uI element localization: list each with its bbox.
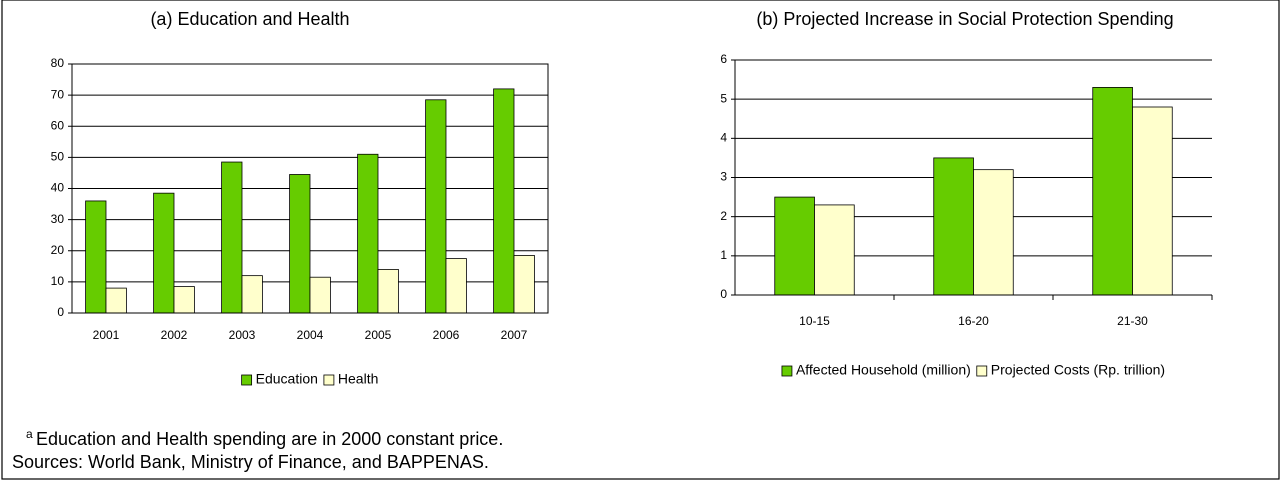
y-tick-label: 6	[720, 52, 727, 66]
x-tick-label: 2004	[297, 328, 324, 342]
x-tick-label: 2007	[501, 328, 528, 342]
y-tick-label: 4	[720, 131, 727, 145]
bar	[85, 200, 107, 314]
y-tick-label: 1	[720, 248, 727, 262]
bar	[309, 276, 331, 314]
legend-swatch	[781, 365, 793, 377]
bar	[105, 287, 127, 314]
legend-swatch	[976, 365, 988, 377]
x-tick-label: 2005	[365, 328, 392, 342]
legend-label: Projected Costs (Rp. trillion)	[991, 362, 1165, 378]
x-tick-label: 16-20	[958, 314, 989, 328]
footnote-line: Sources: World Bank, Ministry of Finance…	[12, 452, 489, 472]
bar	[513, 255, 535, 314]
y-tick-label: 80	[51, 56, 65, 70]
bar	[1132, 106, 1173, 296]
y-tick-label: 70	[51, 87, 65, 101]
y-tick-label: 0	[720, 287, 727, 301]
legend-swatch	[241, 374, 253, 386]
legend-label: Affected Household (million)	[796, 362, 971, 378]
bar	[814, 204, 855, 296]
footnote-marker: a	[26, 427, 33, 441]
bar	[153, 192, 175, 314]
bar	[289, 174, 311, 314]
x-tick-label: 21-30	[1117, 314, 1148, 328]
y-tick-label: 3	[720, 170, 727, 184]
x-tick-label: 2006	[433, 328, 460, 342]
y-tick-label: 0	[57, 305, 64, 319]
legend-swatch	[323, 374, 335, 386]
bar	[445, 258, 467, 314]
x-tick-label: 2003	[229, 328, 256, 342]
legend-label: Education	[256, 371, 318, 387]
bar	[221, 161, 243, 314]
y-tick-label: 2	[720, 209, 727, 223]
bar	[774, 196, 815, 296]
bar	[493, 88, 515, 314]
bar	[425, 99, 447, 314]
bar	[933, 157, 974, 296]
x-tick-label: 10-15	[799, 314, 830, 328]
x-tick-label: 2001	[93, 328, 120, 342]
legend-label: Health	[338, 371, 378, 387]
y-tick-label: 10	[51, 274, 65, 288]
bar	[173, 286, 195, 314]
bar	[1092, 87, 1133, 296]
bar	[357, 153, 379, 314]
y-tick-label: 40	[51, 181, 65, 195]
footnote-line: Education and Health spending are in 200…	[36, 429, 503, 449]
chart-title: (b) Projected Increase in Social Protect…	[756, 9, 1173, 29]
y-tick-label: 30	[51, 212, 65, 226]
bar	[241, 275, 263, 314]
x-tick-label: 2002	[161, 328, 188, 342]
bar	[377, 269, 399, 314]
y-tick-label: 5	[720, 91, 727, 105]
y-tick-label: 60	[51, 118, 65, 132]
chart-title: (a) Education and Health	[150, 9, 349, 29]
y-tick-label: 20	[51, 243, 65, 257]
y-tick-label: 50	[51, 150, 65, 164]
bar	[973, 169, 1014, 296]
